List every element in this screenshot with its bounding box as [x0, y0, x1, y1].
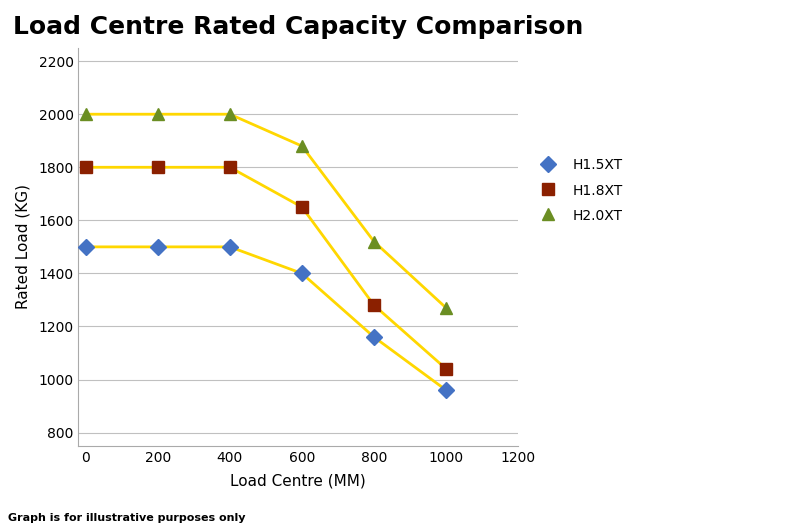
Line: H1.8XT: H1.8XT	[80, 162, 451, 375]
H1.5XT	[153, 244, 162, 250]
H1.8XT	[225, 164, 235, 170]
X-axis label: Load Centre (MM): Load Centre (MM)	[231, 473, 366, 488]
H2.0XT	[369, 238, 378, 245]
H2.0XT	[153, 111, 162, 117]
Title: Load Centre Rated Capacity Comparison: Load Centre Rated Capacity Comparison	[13, 15, 583, 39]
H2.0XT	[225, 111, 235, 117]
H1.8XT	[153, 164, 162, 170]
Line: H2.0XT: H2.0XT	[79, 108, 452, 314]
H1.5XT	[225, 244, 235, 250]
H1.5XT	[369, 334, 378, 340]
H2.0XT	[81, 111, 90, 117]
H2.0XT	[298, 143, 307, 149]
Legend: H1.5XT, H1.8XT, H2.0XT: H1.5XT, H1.8XT, H2.0XT	[530, 155, 627, 227]
H1.5XT	[441, 387, 451, 394]
H1.8XT	[441, 366, 451, 372]
H1.8XT	[298, 204, 307, 210]
H1.8XT	[81, 164, 90, 170]
H1.5XT	[298, 270, 307, 277]
Text: Graph is for illustrative purposes only: Graph is for illustrative purposes only	[8, 514, 246, 523]
Line: H1.5XT: H1.5XT	[80, 242, 451, 396]
Y-axis label: Rated Load (KG): Rated Load (KG)	[15, 184, 30, 309]
H1.8XT	[369, 302, 378, 309]
H2.0XT	[441, 305, 451, 311]
H1.5XT	[81, 244, 90, 250]
